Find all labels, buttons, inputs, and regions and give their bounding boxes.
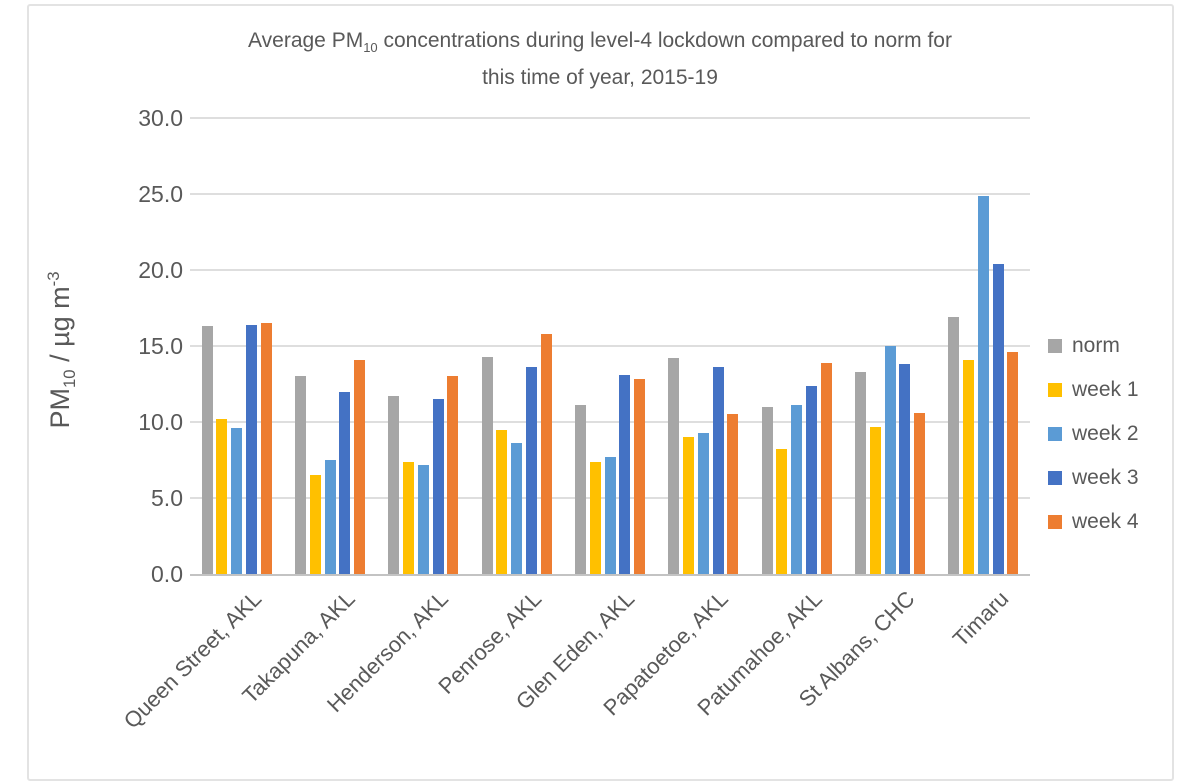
bar-week3-9 bbox=[992, 263, 1004, 574]
bar-week4-1 bbox=[260, 323, 272, 574]
legend-swatch bbox=[1048, 427, 1062, 441]
y-tick-label: 15.0 bbox=[138, 333, 183, 359]
gridline bbox=[190, 345, 1030, 347]
bar-week1-4 bbox=[496, 429, 508, 574]
bar-week4-4 bbox=[540, 333, 552, 574]
bar-norm-6 bbox=[668, 358, 680, 574]
legend-label: week 3 bbox=[1072, 466, 1139, 489]
legend-swatch bbox=[1048, 339, 1062, 353]
chart-title: Average PM10 concentrations during level… bbox=[0, 26, 1200, 93]
bar-week4-3 bbox=[447, 376, 459, 574]
y-tick-label: 20.0 bbox=[138, 257, 183, 283]
bar-week2-7 bbox=[791, 405, 803, 574]
legend: norm week 1 week 2 week 3 week 4 bbox=[1048, 331, 1139, 551]
bar-week4-5 bbox=[634, 379, 646, 574]
legend-label: week 1 bbox=[1072, 378, 1139, 401]
bar-week1-2 bbox=[309, 475, 321, 574]
legend-item-week1: week 1 bbox=[1048, 375, 1139, 405]
plot-area bbox=[190, 117, 1030, 576]
bar-week1-9 bbox=[963, 359, 975, 574]
bar-week2-5 bbox=[604, 456, 616, 574]
legend-swatch bbox=[1048, 515, 1062, 529]
bar-week3-6 bbox=[712, 367, 724, 574]
bar-week1-6 bbox=[683, 437, 695, 574]
bar-week2-8 bbox=[884, 346, 896, 574]
bar-norm-7 bbox=[761, 406, 773, 574]
bar-week1-5 bbox=[589, 461, 601, 574]
bar-norm-2 bbox=[294, 376, 306, 574]
y-tick-label: 10.0 bbox=[138, 409, 183, 435]
bar-week3-1 bbox=[245, 324, 257, 574]
legend-label: norm bbox=[1072, 334, 1120, 357]
legend-label: week 2 bbox=[1072, 422, 1139, 445]
bar-week2-9 bbox=[977, 195, 989, 574]
bar-week3-3 bbox=[432, 399, 444, 574]
bar-norm-9 bbox=[948, 317, 960, 574]
legend-swatch bbox=[1048, 383, 1062, 397]
chart-title-line1: Average PM10 concentrations during level… bbox=[0, 26, 1200, 63]
legend-label: week 4 bbox=[1072, 510, 1139, 533]
bar-week3-4 bbox=[525, 367, 537, 574]
legend-item-week2: week 2 bbox=[1048, 419, 1139, 449]
bar-week1-3 bbox=[403, 461, 415, 574]
bar-norm-8 bbox=[854, 371, 866, 574]
bar-week4-7 bbox=[820, 362, 832, 574]
bar-week2-1 bbox=[231, 428, 243, 574]
bar-week4-9 bbox=[1007, 352, 1019, 574]
bar-norm-5 bbox=[574, 405, 586, 574]
y-tick-label: 25.0 bbox=[138, 181, 183, 207]
bar-week2-2 bbox=[324, 460, 336, 574]
y-tick-label: 30.0 bbox=[138, 105, 183, 131]
legend-item-norm: norm bbox=[1048, 331, 1139, 361]
gridline bbox=[190, 421, 1030, 423]
legend-item-week3: week 3 bbox=[1048, 463, 1139, 493]
bar-week3-8 bbox=[899, 364, 911, 574]
bar-week3-5 bbox=[619, 374, 631, 574]
legend-swatch bbox=[1048, 471, 1062, 485]
chart-title-line2: this time of year, 2015-19 bbox=[482, 66, 718, 90]
y-axis-title-subscript: 10 bbox=[60, 369, 80, 389]
bar-week1-1 bbox=[216, 418, 228, 574]
y-tick-label: 0.0 bbox=[151, 561, 183, 587]
title-subscript: 10 bbox=[363, 40, 378, 56]
bar-week4-8 bbox=[914, 412, 926, 574]
bar-week2-3 bbox=[417, 464, 429, 574]
bar-norm-1 bbox=[201, 326, 213, 574]
gridline bbox=[190, 269, 1030, 271]
gridline bbox=[190, 193, 1030, 195]
chart-title-text: Average PM bbox=[248, 29, 364, 52]
chart-title-text-rest: concentrations during level-4 lockdown c… bbox=[377, 29, 952, 52]
bar-week3-2 bbox=[339, 391, 351, 574]
bar-week2-4 bbox=[511, 443, 523, 574]
y-tick-label: 5.0 bbox=[151, 485, 183, 511]
bar-week4-6 bbox=[727, 414, 739, 574]
bar-week3-7 bbox=[805, 385, 817, 574]
bar-week4-2 bbox=[354, 359, 366, 574]
gridline bbox=[190, 117, 1030, 119]
legend-item-week4: week 4 bbox=[1048, 507, 1139, 537]
bar-norm-3 bbox=[388, 396, 400, 574]
bar-norm-4 bbox=[481, 356, 493, 574]
bar-week2-6 bbox=[697, 432, 709, 574]
bar-week1-7 bbox=[776, 449, 788, 574]
bar-week1-8 bbox=[869, 426, 881, 574]
